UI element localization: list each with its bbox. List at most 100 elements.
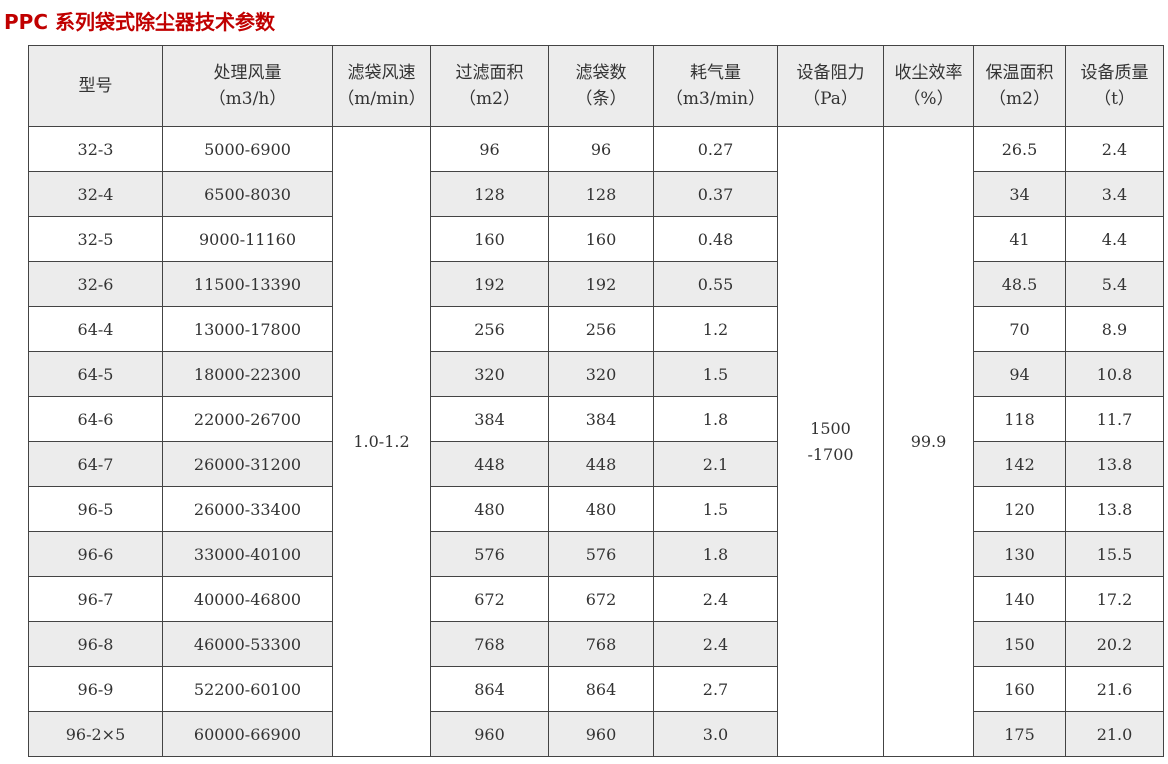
cell-filter-area: 960 [430, 711, 549, 757]
resistance-value: 1500 [810, 418, 851, 438]
table-row: 32-5 9000-11160 160 160 0.48 41 4.4 [28, 216, 1164, 262]
cell-air-consumption: 1.2 [653, 306, 778, 352]
cell-air-consumption: 0.27 [653, 126, 778, 172]
cell-air-volume: 46000-53300 [162, 621, 333, 667]
cell-air-consumption: 2.4 [653, 621, 778, 667]
column-header: 过滤面积 （m2） [430, 45, 549, 127]
cell-bag-count: 384 [548, 396, 654, 442]
table-row: 32-6 11500-13390 192 192 0.55 48.5 5.4 [28, 261, 1164, 307]
cell-filter-area: 384 [430, 396, 549, 442]
cell-filter-area: 160 [430, 216, 549, 262]
column-header: 收尘效率 （%） [883, 45, 974, 127]
cell-bag-count: 960 [548, 711, 654, 757]
cell-air-volume: 6500-8030 [162, 171, 333, 217]
cell-weight: 8.9 [1065, 306, 1164, 352]
column-header: 耗气量 （m3/min） [653, 45, 778, 127]
cell-insulation-area: 41 [973, 216, 1066, 262]
column-header-label: 处理风量 [213, 63, 282, 83]
cell-filter-area: 864 [430, 666, 549, 712]
cell-air-consumption: 0.37 [653, 171, 778, 217]
cell-bag-count: 768 [548, 621, 654, 667]
cell-air-volume: 26000-33400 [162, 486, 333, 532]
cell-air-consumption: 3.0 [653, 711, 778, 757]
cell-air-consumption: 2.1 [653, 441, 778, 487]
cell-model: 64-4 [28, 306, 163, 352]
column-header: 滤袋数 （条） [548, 45, 654, 127]
cell-insulation-area: 118 [973, 396, 1066, 442]
column-header-label: 设备质量 [1080, 63, 1149, 83]
cell-air-consumption: 0.48 [653, 216, 778, 262]
cell-air-consumption: 1.5 [653, 486, 778, 532]
cell-insulation-area: 34 [973, 171, 1066, 217]
cell-weight: 13.8 [1065, 441, 1164, 487]
cell-air-volume: 40000-46800 [162, 576, 333, 622]
cell-bag-count: 320 [548, 351, 654, 397]
cell-bag-count: 96 [548, 126, 654, 172]
cell-model: 32-3 [28, 126, 163, 172]
cell-filter-area: 128 [430, 171, 549, 217]
cell-air-consumption: 2.4 [653, 576, 778, 622]
cell-efficiency: 99.9 [883, 126, 974, 757]
table-row: 64-6 22000-26700 384 384 1.8 118 11.7 [28, 396, 1164, 442]
cell-filter-area: 768 [430, 621, 549, 667]
cell-filter-area: 672 [430, 576, 549, 622]
table-row: 32-4 6500-8030 128 128 0.37 34 3.4 [28, 171, 1164, 217]
column-header-unit: （m2） [459, 89, 520, 109]
cell-filter-area: 320 [430, 351, 549, 397]
spec-table: 型号 处理风量 （m3/h） 滤袋风速 （m/min） 过滤面积 （m2） 滤袋数 （条） 耗气量… [28, 45, 1164, 757]
cell-model: 96-2×5 [28, 711, 163, 757]
cell-model: 64-5 [28, 351, 163, 397]
cell-insulation-area: 142 [973, 441, 1066, 487]
column-header-unit: （t） [1094, 89, 1135, 109]
cell-air-volume: 11500-13390 [162, 261, 333, 307]
cell-model: 96-7 [28, 576, 163, 622]
cell-filter-area: 576 [430, 531, 549, 577]
cell-bag-count: 256 [548, 306, 654, 352]
column-header-label: 过滤面积 [455, 63, 524, 83]
column-header-unit: （m/min） [337, 89, 426, 109]
cell-insulation-area: 94 [973, 351, 1066, 397]
column-header: 型号 [28, 45, 163, 127]
cell-model: 96-9 [28, 666, 163, 712]
cell-air-consumption: 1.5 [653, 351, 778, 397]
cell-model: 96-5 [28, 486, 163, 532]
cell-air-volume: 33000-40100 [162, 531, 333, 577]
table-row: 32-3 5000-6900 1.0-1.2 96 96 0.27 1500 -1700 99.… [28, 126, 1164, 757]
cell-bag-count: 672 [548, 576, 654, 622]
header-row: 型号 处理风量 （m3/h） 滤袋风速 （m/min） 过滤面积 （m2） 滤袋数 （条） 耗气量… [28, 45, 1164, 127]
cell-insulation-area: 150 [973, 621, 1066, 667]
cell-weight: 15.5 [1065, 531, 1164, 577]
cell-insulation-area: 120 [973, 486, 1066, 532]
cell-air-volume: 60000-66900 [162, 711, 333, 757]
cell-model: 32-5 [28, 216, 163, 262]
resistance-value: -1700 [807, 444, 854, 464]
cell-air-volume: 52200-60100 [162, 666, 333, 712]
cell-air-volume: 18000-22300 [162, 351, 333, 397]
cell-bag-count: 128 [548, 171, 654, 217]
cell-bag-count: 448 [548, 441, 654, 487]
cell-air-volume: 22000-26700 [162, 396, 333, 442]
table-row: 96-2×5 60000-66900 960 960 3.0 175 21.0 [28, 711, 1164, 757]
table-row: 96-6 33000-40100 576 576 1.8 130 15.5 [28, 531, 1164, 577]
column-header-label: 滤袋数 [575, 63, 627, 83]
cell-weight: 2.4 [1065, 126, 1164, 172]
table-row: 96-9 52200-60100 864 864 2.7 160 21.6 [28, 666, 1164, 712]
cell-filter-speed: 1.0-1.2 [332, 126, 431, 757]
cell-weight: 11.7 [1065, 396, 1164, 442]
column-header-unit: （m2） [989, 89, 1050, 109]
table-row: 64-5 18000-22300 320 320 1.5 94 10.8 [28, 351, 1164, 397]
cell-insulation-area: 70 [973, 306, 1066, 352]
cell-insulation-area: 26.5 [973, 126, 1066, 172]
cell-bag-count: 576 [548, 531, 654, 577]
cell-filter-area: 256 [430, 306, 549, 352]
page-title: PPC 系列袋式除尘器技术参数 [4, 10, 275, 34]
cell-weight: 5.4 [1065, 261, 1164, 307]
cell-resistance: 1500 -1700 [777, 126, 884, 757]
cell-insulation-area: 130 [973, 531, 1066, 577]
column-header-label: 滤袋风速 [347, 63, 416, 83]
cell-air-consumption: 1.8 [653, 531, 778, 577]
cell-weight: 21.6 [1065, 666, 1164, 712]
column-header-unit: （m3/h） [208, 89, 287, 109]
cell-model: 64-7 [28, 441, 163, 487]
cell-weight: 21.0 [1065, 711, 1164, 757]
